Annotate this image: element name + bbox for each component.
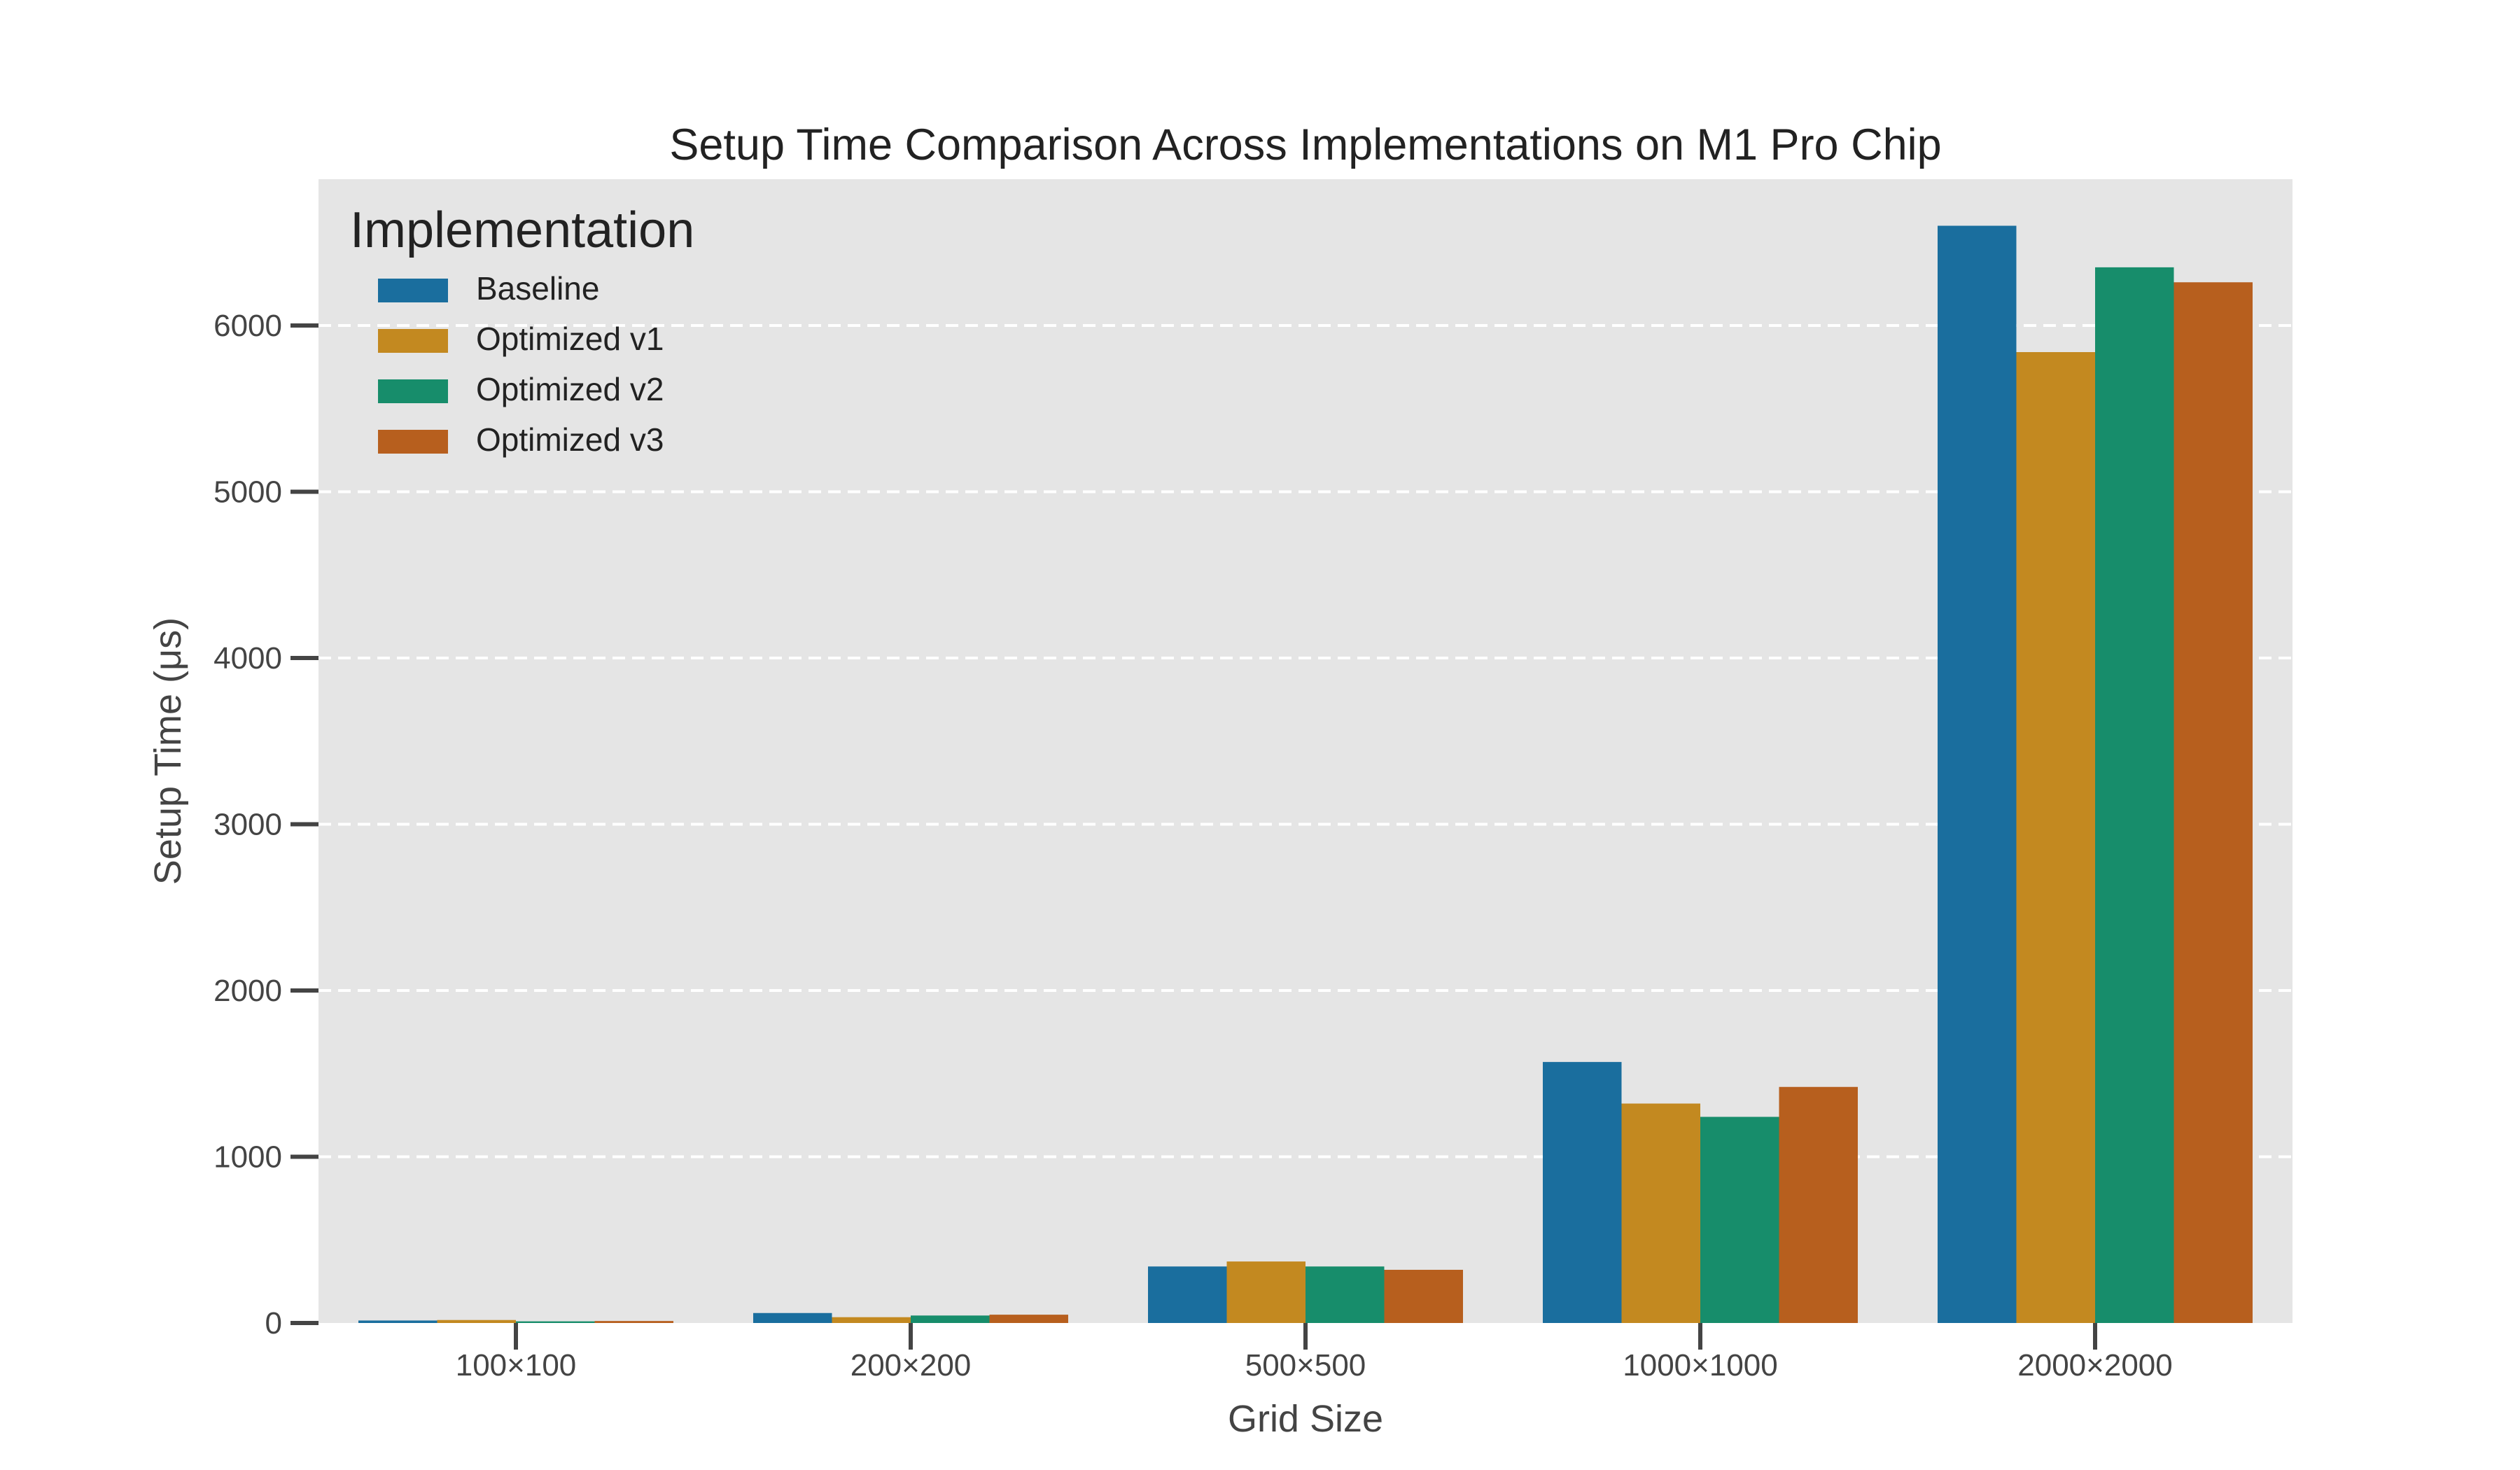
bar [2016, 352, 2095, 1323]
bar [1543, 1062, 1622, 1323]
bar [2095, 267, 2174, 1323]
bar [1384, 1270, 1463, 1323]
legend-swatch [378, 379, 448, 403]
x-axis: 100×100 200×200 500×500 1000×1000 2000×2000 [456, 1323, 2173, 1382]
legend-swatch [378, 430, 448, 454]
bar [1226, 1261, 1306, 1323]
gridlines [318, 324, 2292, 1158]
x-tick-label: 100×100 [456, 1348, 577, 1382]
legend-swatch [378, 329, 448, 353]
y-axis-label: Setup Time (μs) [147, 617, 189, 885]
bar [1148, 1266, 1227, 1323]
legend-entry-label: Optimized v3 [476, 421, 664, 458]
y-axis: 0 1000 2000 3000 4000 5000 6000 [214, 309, 318, 1340]
bar [1938, 225, 2017, 1323]
bar [1306, 1266, 1385, 1323]
legend-entry-label: Optimized v1 [476, 321, 664, 357]
bar [516, 1321, 595, 1323]
bar [594, 1321, 673, 1323]
bar [1700, 1116, 1779, 1323]
y-tick-label: 0 [265, 1306, 282, 1340]
bar [1779, 1086, 1858, 1323]
bar [2174, 282, 2253, 1323]
legend: Implementation Baseline Optimized v1 Optim… [350, 202, 694, 458]
bar [1621, 1103, 1700, 1323]
y-tick-label: 6000 [214, 309, 282, 343]
chart-title: Setup Time Comparison Across Implementat… [669, 120, 1941, 169]
x-tick-label: 2000×2000 [2017, 1348, 2172, 1382]
bar [832, 1317, 911, 1323]
legend-entry-label: Optimized v2 [476, 371, 664, 407]
x-tick-label: 1000×1000 [1623, 1348, 1777, 1382]
bar [753, 1312, 832, 1323]
legend-swatch [378, 279, 448, 302]
legend-title: Implementation [350, 202, 694, 258]
bar [358, 1320, 438, 1323]
y-tick-label: 3000 [214, 808, 282, 842]
legend-entry-label: Baseline [476, 270, 599, 307]
bars [358, 225, 2253, 1323]
y-tick-label: 4000 [214, 641, 282, 676]
y-tick-label: 5000 [214, 475, 282, 510]
bar [989, 1315, 1068, 1323]
x-axis-label: Grid Size [1228, 1398, 1383, 1440]
bar [911, 1315, 990, 1323]
y-tick-label: 2000 [214, 974, 282, 1008]
y-tick-label: 1000 [214, 1140, 282, 1175]
bar [437, 1320, 516, 1323]
x-tick-label: 500×500 [1245, 1348, 1366, 1382]
x-tick-label: 200×200 [850, 1348, 972, 1382]
